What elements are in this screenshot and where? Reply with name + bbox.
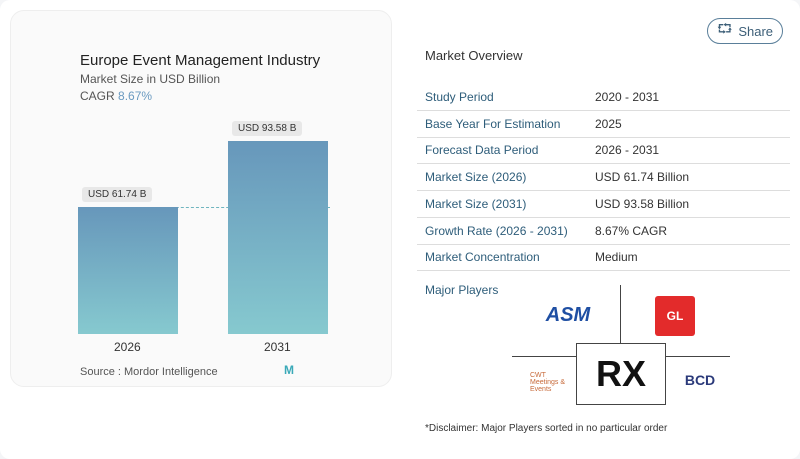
logo-gl-events: GL bbox=[655, 296, 695, 336]
value-label: USD 93.58 B bbox=[232, 121, 303, 136]
bar-2031 bbox=[228, 141, 328, 334]
overview-row: Market Concentration Medium bbox=[417, 244, 790, 272]
chart-subtitle: Market Size in USD Billion bbox=[80, 72, 221, 86]
overview-row: Base Year For Estimation 2025 bbox=[417, 111, 790, 138]
logo-bcd: BCD bbox=[684, 372, 716, 388]
x-tick-label: 2026 bbox=[114, 340, 141, 354]
overview-title: Market Overview bbox=[425, 48, 523, 63]
overview-row: Forecast Data Period 2026 - 2031 bbox=[417, 137, 790, 165]
overview-row: Market Size (2026) USD 61.74 Billion bbox=[417, 164, 790, 192]
value-label: USD 61.74 B bbox=[82, 186, 153, 202]
mordor-logo: M bbox=[284, 363, 294, 377]
overview-row: Market Size (2031) USD 93.58 Billion bbox=[417, 191, 790, 218]
overview-row: Study Period 2020 - 2031 bbox=[417, 84, 790, 111]
logo-cwt: CWT Meetings & Events bbox=[530, 371, 566, 393]
chart-card bbox=[10, 10, 392, 387]
chart-title: Europe Event Management Industry bbox=[80, 52, 321, 69]
share-icon: ⮔ bbox=[716, 21, 733, 36]
disclaimer: *Disclaimer: Major Players sorted in no … bbox=[425, 423, 668, 434]
cagr: CAGR 8.67% bbox=[80, 89, 153, 103]
share-button[interactable]: ⮔ Share bbox=[707, 18, 783, 44]
x-tick-label: 2031 bbox=[264, 340, 291, 354]
source: Source : Mordor Intelligence bbox=[80, 366, 218, 378]
logo-rx: RX bbox=[576, 343, 666, 405]
players-title: Major Players bbox=[425, 283, 499, 297]
overview-row: Growth Rate (2026 - 2031) 8.67% CAGR bbox=[417, 218, 790, 245]
reference-line bbox=[80, 207, 330, 208]
bar-2026 bbox=[78, 206, 178, 334]
logo-asm-global: ASM bbox=[545, 303, 591, 326]
